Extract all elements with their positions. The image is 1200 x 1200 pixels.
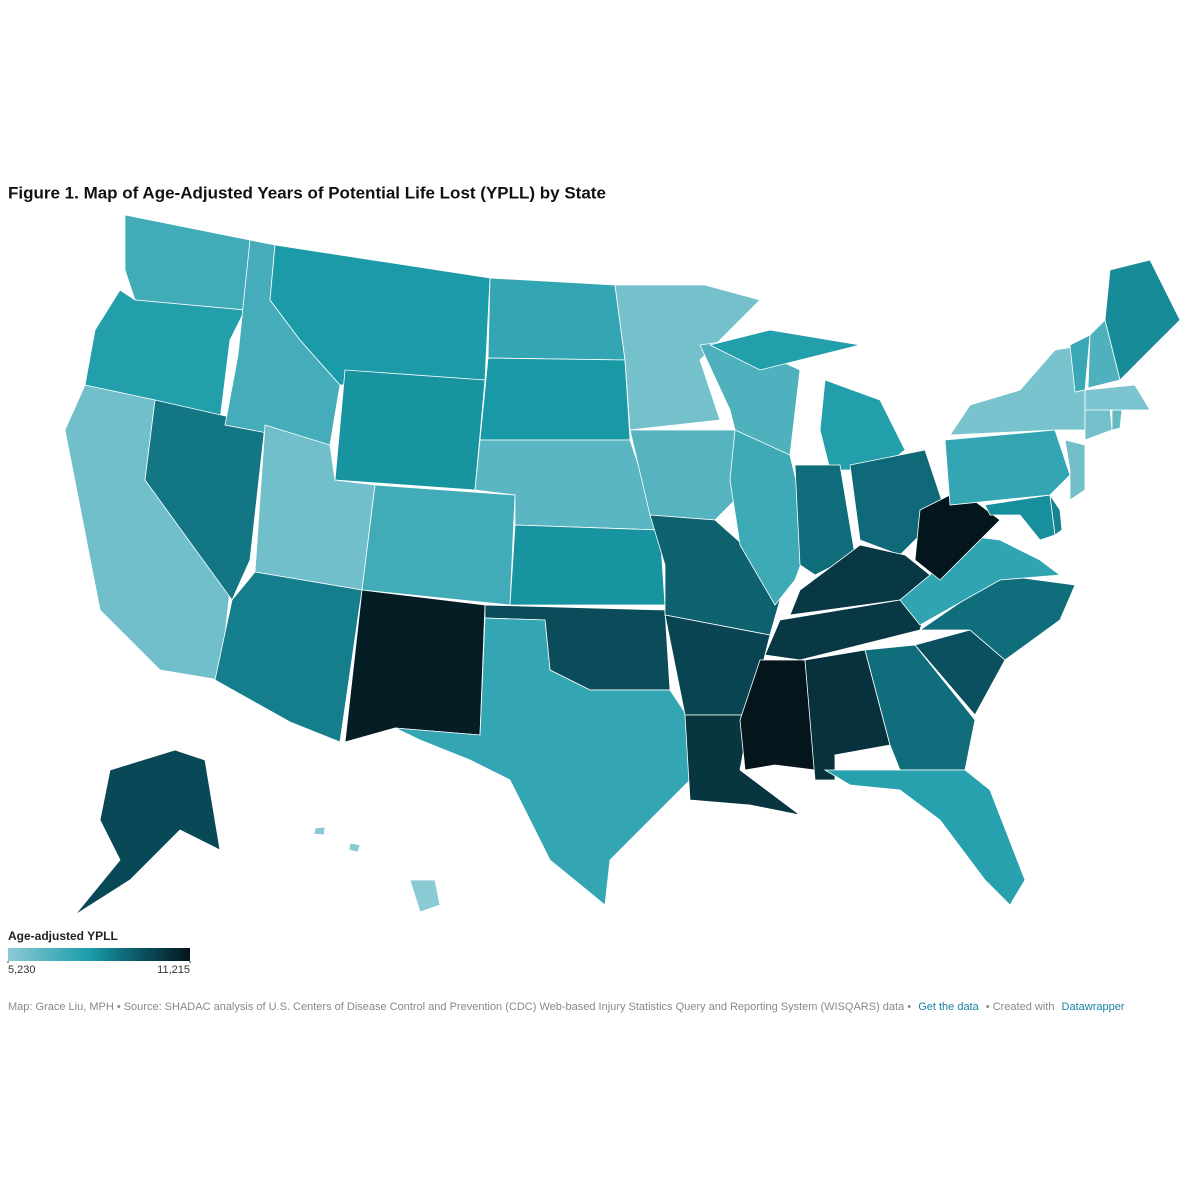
state [944, 429, 1071, 506]
state [1084, 384, 1151, 411]
state [124, 214, 251, 311]
datawrapper-link[interactable]: Datawrapper [1062, 1001, 1125, 1013]
state [334, 369, 486, 491]
state [394, 617, 691, 906]
state [313, 826, 441, 913]
state [729, 429, 811, 606]
state [1104, 259, 1181, 381]
legend: 5,230 11,215 [7, 961, 191, 976]
state [1069, 334, 1091, 393]
state [823, 769, 1026, 906]
state [74, 749, 286, 916]
state [614, 284, 761, 431]
legend-title: Age-adjusted YPLL [8, 929, 118, 943]
footer-credit: Map: Grace Liu, MPH • Source: SHADAC ana… [8, 1001, 911, 1013]
legend-tick-label: 11,215 [157, 964, 190, 976]
footer: Map: Grace Liu, MPH • Source: SHADAC ana… [8, 1001, 1125, 1013]
state [214, 571, 363, 743]
state [1084, 407, 1113, 441]
footer-created: • Created with [986, 1001, 1055, 1013]
state [84, 289, 246, 421]
state [509, 524, 666, 606]
state [1049, 494, 1063, 536]
legend-tick-label: 5,230 [8, 964, 36, 976]
state [361, 484, 516, 606]
state [1111, 409, 1123, 431]
state [344, 589, 486, 743]
state [949, 344, 1086, 436]
states [64, 214, 1181, 916]
get-data-link[interactable]: Get the data [918, 1001, 979, 1013]
state [487, 277, 626, 361]
legend-bar [8, 948, 190, 961]
state [649, 514, 781, 636]
chart-title: Figure 1. Map of Age-Adjusted Years of P… [8, 183, 606, 202]
state [479, 357, 631, 441]
state [1064, 439, 1086, 501]
